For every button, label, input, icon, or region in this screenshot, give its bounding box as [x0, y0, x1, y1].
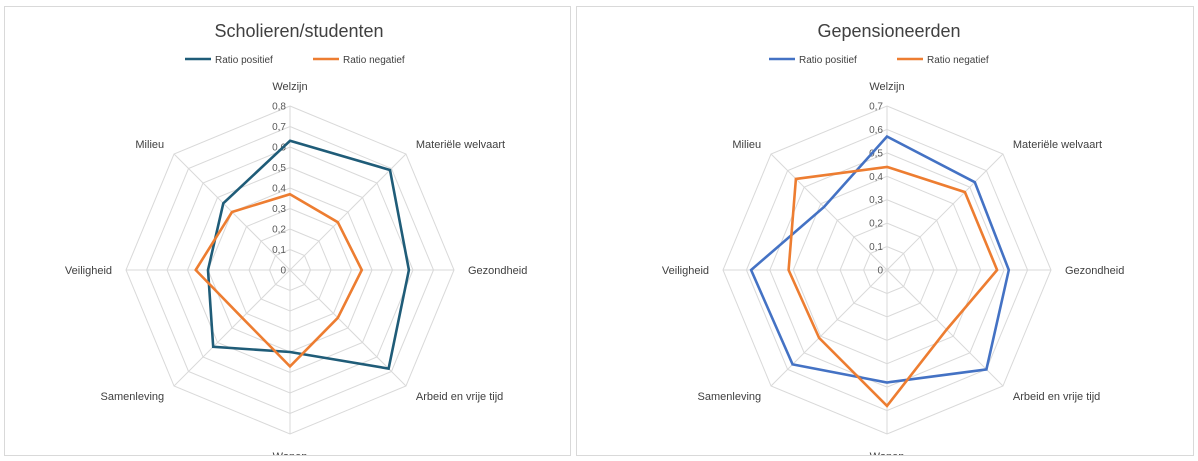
radar-grid	[722, 105, 1052, 435]
series-line-ratio-positief	[749, 134, 1011, 384]
spoke-materiele-welvaart	[289, 153, 407, 271]
tick-label: 0,4	[272, 184, 286, 195]
category-label-materiele-welvaart: Materiële welvaart	[1013, 139, 1102, 151]
legend-label-ratio-negatief: Ratio negatief	[343, 55, 405, 66]
spoke-milieu	[770, 153, 888, 271]
series-line-ratio-negatief	[787, 165, 999, 408]
tick-label: 0,6	[869, 125, 883, 136]
chart-title: Scholieren/studenten	[214, 21, 383, 41]
legend: Ratio positief Ratio negatief	[185, 55, 405, 66]
spoke-arbeid-en-vrije-tijd	[886, 269, 1004, 387]
tick-label: 0,7	[272, 122, 286, 133]
tick-label: 0	[280, 266, 286, 277]
tick-label: 0,5	[869, 148, 883, 159]
tick-label: 0,1	[869, 242, 883, 253]
legend: Ratio positief Ratio negatief	[769, 55, 989, 66]
tick-label: 0,6	[272, 143, 286, 154]
category-label-gezondheid: Gezondheid	[1065, 265, 1124, 277]
chart-title: Gepensioneerden	[817, 21, 960, 41]
spoke-samenleving	[770, 269, 888, 387]
category-label-milieu: Milieu	[732, 139, 761, 151]
tick-label: 0,1	[272, 245, 286, 256]
tick-label: 0,5	[272, 163, 286, 174]
category-label-welzijn: Welzijn	[272, 81, 307, 93]
tick-label: 0,7	[869, 102, 883, 113]
category-label-veiligheid: Veiligheid	[65, 265, 112, 277]
chart-panel-scholieren: Scholieren/studenten Ratio positief Ratio …	[4, 6, 571, 461]
category-label-samenleving: Samenleving	[698, 391, 762, 403]
category-label-wonen: Wonen	[870, 451, 905, 455]
category-label-milieu: Milieu	[135, 139, 164, 151]
tick-label: 0,3	[272, 204, 286, 215]
category-label-arbeid-en-vrije-tijd: Arbeid en vrije tijd	[1013, 391, 1100, 403]
series-line-ratio-negatief	[194, 192, 364, 369]
category-label-wonen: Wonen	[273, 451, 308, 455]
series-line-ratio-positief	[206, 139, 411, 371]
legend-label-ratio-positief: Ratio positief	[215, 55, 273, 66]
spoke-materiele-welvaart	[886, 153, 1004, 271]
category-label-veiligheid: Veiligheid	[662, 265, 709, 277]
legend-label-ratio-negatief: Ratio negatief	[927, 55, 989, 66]
category-label-welzijn: Welzijn	[869, 81, 904, 93]
tick-label: 0,3	[869, 195, 883, 206]
tick-label: 0,2	[272, 225, 286, 236]
spoke-samenleving	[173, 269, 291, 387]
category-label-gezondheid: Gezondheid	[468, 265, 527, 277]
category-label-samenleving: Samenleving	[101, 391, 165, 403]
legend-label-ratio-positief: Ratio positief	[799, 55, 857, 66]
chart-panel-gepensioneerden: Gepensioneerden Ratio positief Ratio negat…	[576, 6, 1194, 461]
tick-label: 0,2	[869, 219, 883, 230]
radar-grid	[125, 105, 455, 435]
category-label-materiele-welvaart: Materiële welvaart	[416, 139, 505, 151]
category-label-arbeid-en-vrije-tijd: Arbeid en vrije tijd	[416, 391, 503, 403]
radar-chart-gepensioneerden: Gepensioneerden Ratio positief Ratio negat…	[662, 21, 1124, 461]
tick-label: 0,8	[272, 102, 286, 113]
tick-label: 0	[877, 266, 883, 277]
tick-label: 0,4	[869, 172, 883, 183]
spoke-arbeid-en-vrije-tijd	[289, 269, 407, 387]
